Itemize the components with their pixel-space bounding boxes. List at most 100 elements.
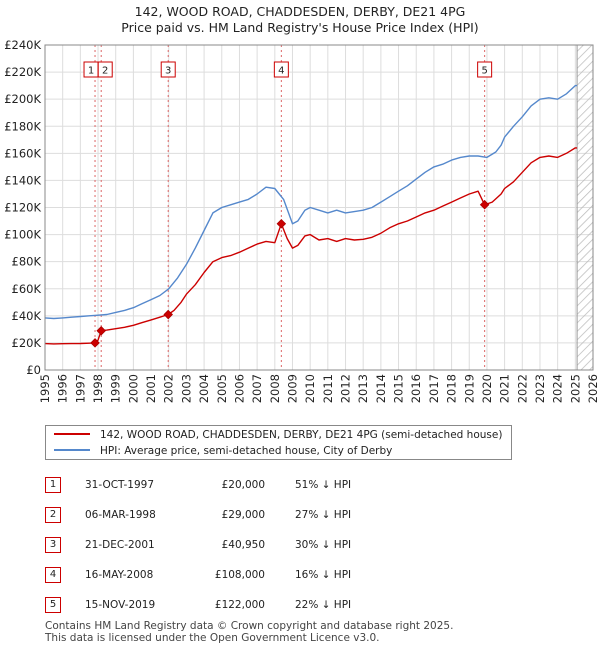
- grid-layer: [44, 44, 594, 371]
- plot-frame: [44, 44, 594, 371]
- y-tick-label: £240K: [4, 38, 41, 52]
- x-tick-label: 2013: [356, 374, 370, 403]
- table-row: 1 31-OCT-1997 £20,000 51% ↓ HPI: [45, 476, 465, 494]
- y-tick-label: £160K: [4, 146, 41, 160]
- sale-marker: [96, 325, 106, 336]
- x-tick-label: 1995: [38, 374, 52, 403]
- y-tick-label: £40K: [12, 309, 42, 323]
- x-tick-label: 2020: [480, 374, 494, 403]
- sale-label-text: 4: [278, 66, 284, 77]
- x-tick-label: 2008: [268, 374, 282, 403]
- table-row: 2 06-MAR-1998 £29,000 27% ↓ HPI: [45, 506, 465, 524]
- sale-price: £29,000: [221, 509, 265, 521]
- x-tick-label: 2006: [232, 374, 246, 403]
- x-tick-label: 1999: [109, 374, 123, 403]
- sale-number-badge: 5: [45, 597, 61, 613]
- sale-price: £40,950: [221, 539, 265, 551]
- y-tick-label: £180K: [4, 119, 41, 133]
- x-tick-label: 2011: [321, 374, 335, 403]
- x-tick-label: 2002: [162, 374, 176, 403]
- sale-hpi-diff: 22% ↓ HPI: [295, 599, 352, 611]
- x-tick-label: 2015: [392, 374, 406, 403]
- axis-layer: £0 £20K £40K £60K £80K £100K £120K £140K £160K £1…: [4, 38, 600, 403]
- legend-item-property: 142, WOOD ROAD, CHADDESDEN, DERBY, DE21 …: [54, 427, 502, 443]
- x-tick-label: 2010: [303, 374, 317, 403]
- sale-number-badge: 3: [45, 537, 61, 553]
- sale-hpi-diff: 27% ↓ HPI: [295, 509, 352, 521]
- y-tick-label: £0: [26, 363, 41, 377]
- x-tick-label: 2025: [568, 374, 582, 403]
- sale-date: 21-DEC-2001: [85, 539, 155, 551]
- sale-marker: [479, 200, 490, 210]
- table-row: 5 15-NOV-2019 £122,000 22% ↓ HPI: [45, 596, 465, 614]
- sale-hpi-diff: 30% ↓ HPI: [295, 539, 352, 551]
- x-tick-label: 2019: [462, 374, 476, 403]
- x-tick-label: 1997: [73, 374, 87, 403]
- table-row: 4 16-MAY-2008 £108,000 16% ↓ HPI: [45, 566, 465, 584]
- x-tick-label: 2022: [515, 374, 529, 403]
- legend-swatch-property: [54, 433, 90, 435]
- x-tick-label: 2018: [445, 374, 459, 403]
- chart-title-block: 142, WOOD ROAD, CHADDESDEN, DERBY, DE21 …: [0, 4, 600, 36]
- sale-date: 31-OCT-1997: [85, 479, 154, 491]
- footer: Contains HM Land Registry data © Crown c…: [45, 620, 453, 644]
- y-tick-label: £220K: [4, 65, 41, 79]
- sale-price: £20,000: [221, 479, 265, 491]
- sale-label-box: [160, 61, 176, 78]
- sale-marker: [90, 338, 100, 348]
- x-tick-label: 2023: [533, 374, 547, 403]
- future-shade: [577, 45, 593, 370]
- sale-date: 16-MAY-2008: [85, 569, 154, 581]
- sale-number-badge: 4: [45, 567, 61, 583]
- x-tick-label: 2016: [409, 374, 423, 403]
- x-tick-label: 2021: [498, 374, 512, 403]
- chart-title: 142, WOOD ROAD, CHADDESDEN, DERBY, DE21 …: [134, 4, 466, 19]
- legend-label-property: 142, WOOD ROAD, CHADDESDEN, DERBY, DE21 …: [100, 429, 503, 441]
- y-tick-label: £100K: [4, 228, 41, 242]
- x-tick-label: 2003: [179, 374, 193, 403]
- x-tick-label: 2000: [126, 374, 140, 403]
- series-line-hpi: [44, 84, 578, 320]
- x-tick-label: 1998: [91, 374, 105, 403]
- legend-item-hpi: HPI: Average price, semi-detached house,…: [54, 443, 392, 459]
- x-tick-label: 2009: [285, 374, 299, 403]
- sale-hpi-diff: 51% ↓ HPI: [295, 479, 352, 491]
- sale-date: 15-NOV-2019: [85, 599, 156, 611]
- future-shade-layer: [576, 45, 593, 370]
- series-line-property: [44, 147, 578, 345]
- sale-price: £108,000: [214, 569, 265, 581]
- x-tick-label: 2004: [197, 374, 211, 403]
- sale-label-text: 3: [165, 66, 171, 77]
- footer-copyright: Contains HM Land Registry data © Crown c…: [45, 620, 454, 632]
- sale-label-box: [97, 61, 113, 78]
- sale-label-text: 1: [88, 66, 94, 77]
- y-tick-label: £120K: [4, 201, 41, 215]
- y-tick-label: £20K: [12, 336, 42, 350]
- sale-marker: [163, 309, 173, 320]
- sale-number-badge: 1: [45, 477, 61, 493]
- y-tick-label: £60K: [12, 282, 42, 296]
- sale-hpi-diff: 16% ↓ HPI: [295, 569, 352, 581]
- x-tick-label: 2026: [586, 374, 600, 403]
- sale-marker: [276, 218, 287, 229]
- legend-swatch-hpi: [54, 449, 90, 451]
- sale-number-badge: 2: [45, 507, 61, 523]
- sale-date: 06-MAR-1998: [85, 509, 156, 521]
- x-tick-label: 2017: [427, 374, 441, 403]
- sale-label-text: 2: [102, 66, 108, 77]
- x-tick-label: 1996: [56, 374, 70, 403]
- sale-label-text: 5: [481, 66, 487, 77]
- table-row: 3 21-DEC-2001 £40,950 30% ↓ HPI: [45, 536, 465, 554]
- sale-price: £122,000: [214, 599, 265, 611]
- x-tick-label: 2024: [551, 374, 565, 403]
- sale-label-box: [477, 61, 493, 78]
- x-tick-label: 2012: [339, 374, 353, 403]
- footer-licence: This data is licensed under the Open Gov…: [45, 632, 380, 644]
- y-tick-label: £140K: [4, 173, 41, 187]
- sale-label-box: [273, 61, 289, 78]
- chart-subtitle: Price paid vs. HM Land Registry's House …: [121, 20, 479, 35]
- x-tick-label: 2005: [215, 374, 229, 403]
- series-layer: [44, 84, 578, 345]
- y-tick-label: £80K: [12, 255, 42, 269]
